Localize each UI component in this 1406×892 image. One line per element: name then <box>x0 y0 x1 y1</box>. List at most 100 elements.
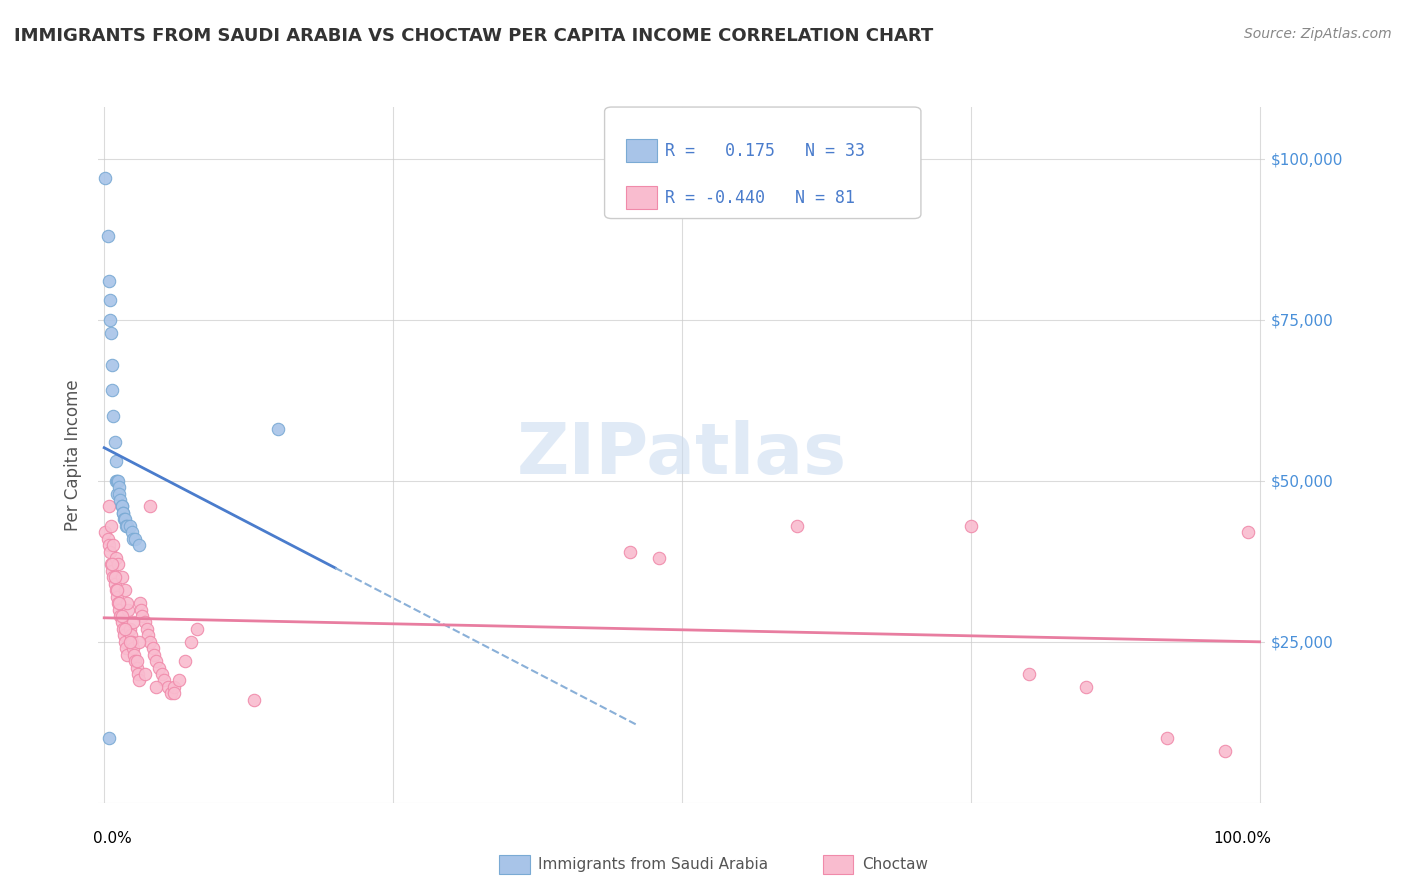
Point <box>127 667 149 681</box>
Point <box>101 564 124 578</box>
Point <box>1076 680 1098 694</box>
Y-axis label: Per Capita Income: Per Capita Income <box>65 379 83 531</box>
Point <box>107 474 129 488</box>
Point <box>128 538 150 552</box>
Point <box>107 596 129 610</box>
Point <box>180 634 202 648</box>
Point <box>118 622 141 636</box>
Point <box>129 602 152 616</box>
Point <box>122 615 145 630</box>
Point <box>959 518 981 533</box>
Point <box>103 570 125 584</box>
Point <box>115 641 138 656</box>
Point <box>112 512 135 526</box>
Point <box>124 532 146 546</box>
Point <box>105 486 128 500</box>
Point <box>110 609 132 624</box>
Point <box>103 538 125 552</box>
Point <box>136 622 159 636</box>
Point <box>142 641 165 656</box>
Point <box>174 654 197 668</box>
Point <box>110 500 132 514</box>
Point <box>97 532 120 546</box>
Point <box>103 409 125 424</box>
Point <box>104 583 127 598</box>
Point <box>121 634 143 648</box>
Point <box>110 570 132 584</box>
Point <box>115 518 138 533</box>
Point <box>125 654 148 668</box>
Point <box>114 622 136 636</box>
Point <box>243 692 266 706</box>
Point <box>139 500 162 514</box>
Point <box>786 518 808 533</box>
Point <box>122 641 145 656</box>
Point <box>101 358 124 372</box>
Point <box>114 512 136 526</box>
Point <box>100 326 122 340</box>
Point <box>97 500 120 514</box>
Point <box>100 518 122 533</box>
Point <box>648 551 671 566</box>
Point <box>139 634 162 648</box>
Point <box>129 596 152 610</box>
Text: R = -0.440   N = 81: R = -0.440 N = 81 <box>665 189 855 207</box>
Point <box>169 673 191 688</box>
Point <box>145 680 167 694</box>
Point <box>122 648 145 662</box>
Point <box>128 634 150 648</box>
Point <box>97 538 120 552</box>
Point <box>104 570 127 584</box>
Point <box>98 312 121 326</box>
Point <box>105 590 128 604</box>
Point <box>108 480 131 494</box>
Point <box>101 558 124 572</box>
Point <box>111 506 134 520</box>
Point <box>112 628 135 642</box>
Point <box>142 648 165 662</box>
Point <box>101 384 124 398</box>
Point <box>105 583 128 598</box>
Point <box>100 558 122 572</box>
Point <box>107 558 129 572</box>
Text: 0.0%: 0.0% <box>93 830 131 846</box>
Point <box>156 680 179 694</box>
Point <box>134 615 156 630</box>
Point <box>121 525 143 540</box>
Point <box>186 622 208 636</box>
Point <box>131 609 153 624</box>
Point <box>98 293 121 308</box>
Text: R =   0.175   N = 33: R = 0.175 N = 33 <box>665 142 865 160</box>
Point <box>1237 525 1260 540</box>
Point <box>1213 744 1236 758</box>
Point <box>118 634 141 648</box>
Point <box>114 634 136 648</box>
Point <box>94 525 117 540</box>
Point <box>108 596 131 610</box>
Point <box>94 170 117 185</box>
Point <box>125 660 148 674</box>
Point <box>104 474 127 488</box>
Text: ZIPatlas: ZIPatlas <box>517 420 846 490</box>
Point <box>111 506 134 520</box>
Point <box>117 648 139 662</box>
Point <box>98 544 121 558</box>
Point <box>162 680 184 694</box>
Point <box>153 673 176 688</box>
Point <box>110 609 132 624</box>
Point <box>148 660 170 674</box>
Point <box>145 654 167 668</box>
Point <box>1156 731 1178 746</box>
Point <box>114 583 136 598</box>
Text: 100.0%: 100.0% <box>1213 830 1271 846</box>
Point <box>108 486 131 500</box>
Point <box>110 493 132 508</box>
Point <box>120 628 142 642</box>
Point <box>160 686 183 700</box>
Point <box>128 673 150 688</box>
Text: IMMIGRANTS FROM SAUDI ARABIA VS CHOCTAW PER CAPITA INCOME CORRELATION CHART: IMMIGRANTS FROM SAUDI ARABIA VS CHOCTAW … <box>14 27 934 45</box>
Point <box>111 622 134 636</box>
Point <box>104 454 127 468</box>
Point <box>97 731 120 746</box>
Point <box>1018 667 1040 681</box>
